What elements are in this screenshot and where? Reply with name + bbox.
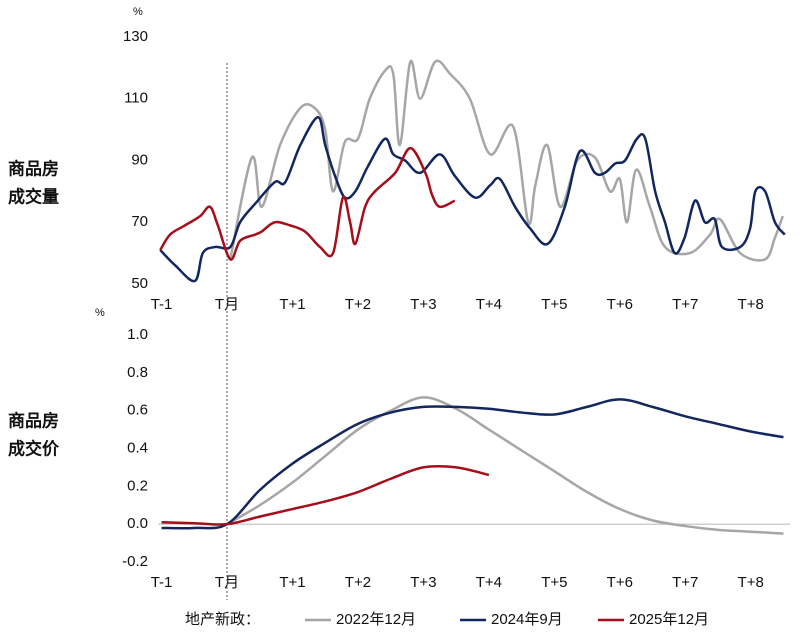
- legend-title: 地产新政：: [185, 611, 260, 628]
- x-tick-label: T+6: [607, 296, 633, 313]
- x-tick-label: T-1: [151, 296, 173, 313]
- x-tick-label: T+7: [672, 296, 698, 313]
- x-tick-label: T+6: [607, 574, 633, 591]
- x-tick-label: T+1: [279, 574, 305, 591]
- side-title: 商品房: [8, 158, 59, 178]
- legend-label: 2024年9月: [491, 611, 563, 628]
- x-tick-label: T+7: [672, 574, 698, 591]
- legend-label: 2022年12月: [336, 611, 416, 628]
- y-tick-label: 1.0: [127, 326, 148, 343]
- series-line: [226, 396, 784, 535]
- y-tick-label: 0.0: [127, 515, 148, 532]
- x-tick-label: T+2: [345, 574, 371, 591]
- legend-label: 2025年12月: [629, 611, 709, 628]
- y-tick-label: 0.4: [127, 439, 148, 456]
- x-tick-label: T+8: [738, 574, 764, 591]
- unit-label: %: [95, 307, 105, 319]
- y-tick-label: 90: [131, 151, 148, 168]
- x-tick-label: T+3: [410, 574, 436, 591]
- x-tick-label: T+1: [279, 296, 305, 313]
- y-tick-label: -0.2: [122, 553, 148, 570]
- y-tick-label: 130: [123, 28, 148, 45]
- x-tick-label: T+3: [410, 296, 436, 313]
- x-tick-label: T+4: [476, 296, 502, 313]
- y-tick-label: 70: [131, 213, 148, 230]
- series-line: [161, 464, 490, 526]
- x-tick-label: T+4: [476, 574, 502, 591]
- unit-label: %: [133, 6, 143, 18]
- y-tick-label: 110: [124, 90, 148, 107]
- y-tick-label: 50: [131, 275, 148, 292]
- side-title: 成交量: [8, 186, 59, 206]
- side-title: 商品房: [8, 410, 59, 430]
- x-tick-label: T-1: [151, 574, 173, 591]
- y-tick-label: 0.6: [127, 402, 148, 419]
- x-tick-label: T+5: [541, 296, 567, 313]
- x-tick-label: T+5: [541, 574, 567, 591]
- series-line: [229, 59, 784, 262]
- series-line: [159, 146, 456, 261]
- y-tick-label: 0.2: [127, 477, 148, 494]
- side-title: 成交价: [8, 438, 60, 458]
- x-tick-label: T月: [215, 574, 239, 591]
- series-line: [159, 116, 786, 283]
- x-tick-label: T+2: [345, 296, 371, 313]
- series-line: [161, 398, 784, 530]
- x-tick-label: T+8: [738, 296, 764, 313]
- y-tick-label: 0.8: [127, 364, 148, 381]
